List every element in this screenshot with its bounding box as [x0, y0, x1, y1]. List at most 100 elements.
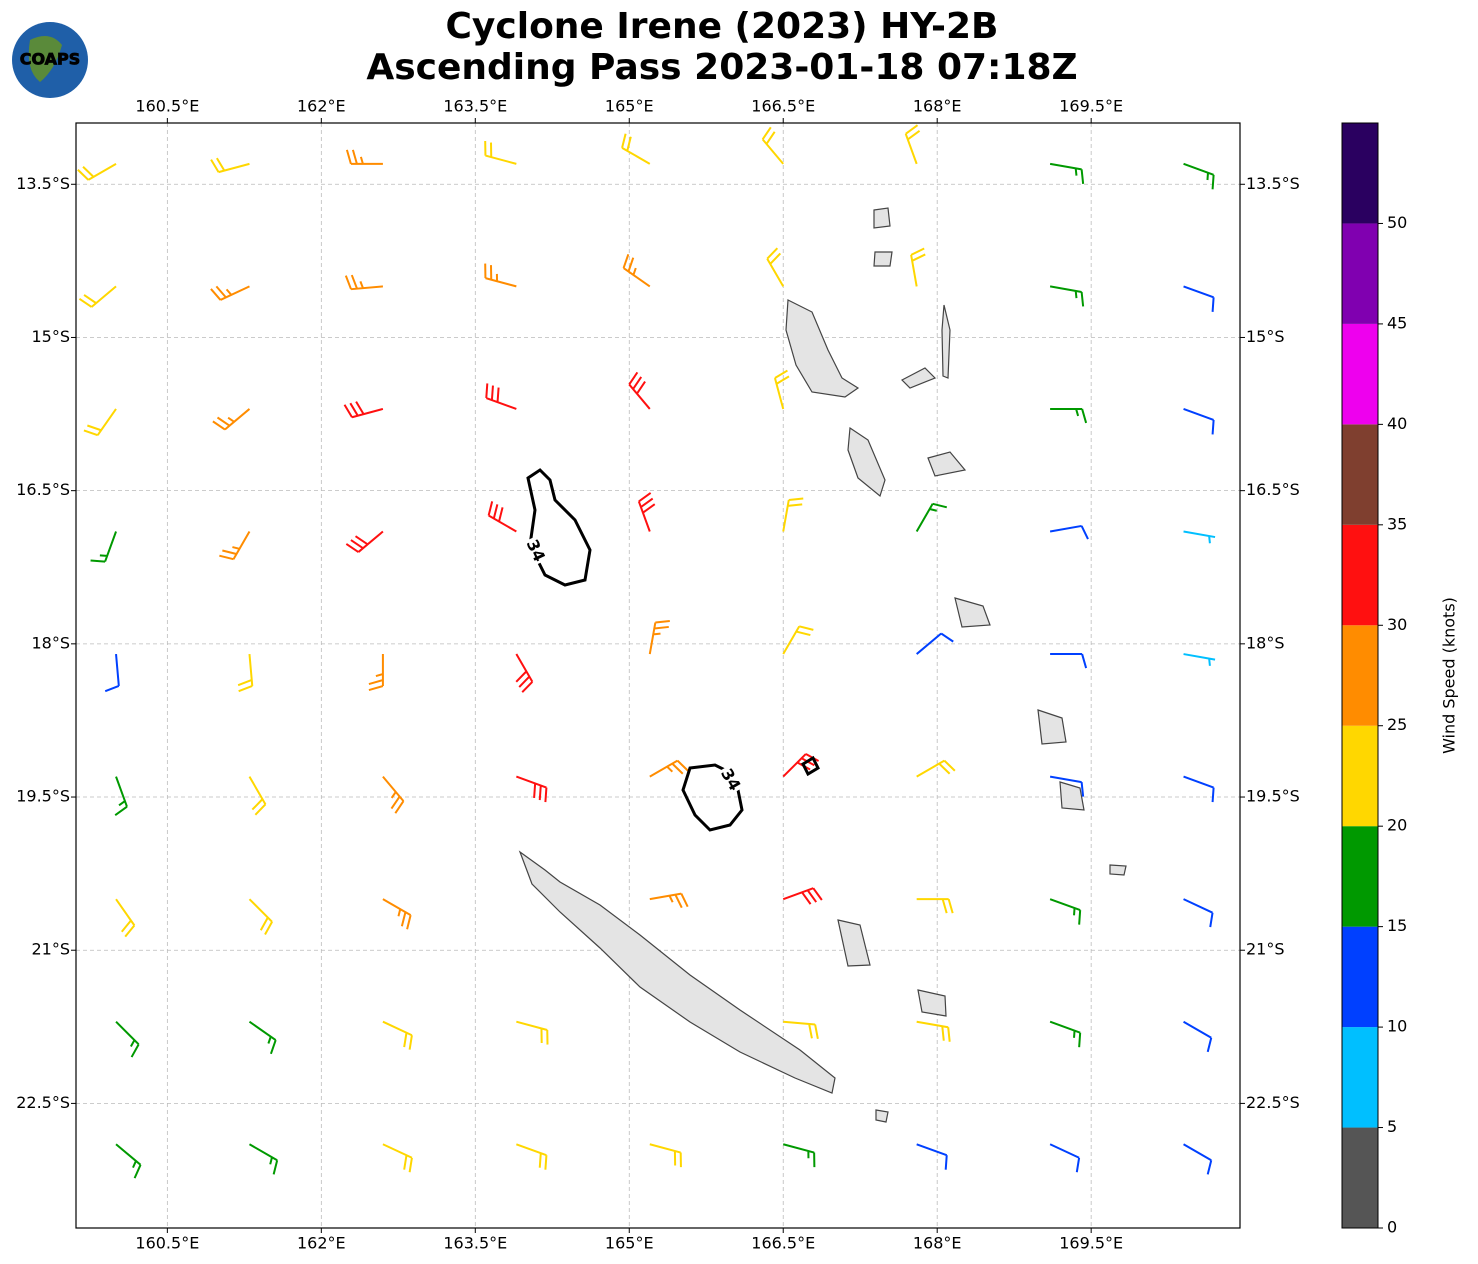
barb-glyph: [916, 898, 954, 914]
barb-glyph: [77, 162, 117, 181]
wind-barb: [628, 371, 651, 410]
x-tick-label: 162°E: [297, 1234, 346, 1253]
barb-glyph: [783, 1020, 819, 1039]
contour-label-box: [517, 533, 553, 569]
wind-barb: [104, 653, 120, 693]
barb-glyph: [916, 1143, 948, 1170]
barb-glyph: [248, 898, 273, 935]
wind-barb: [1183, 775, 1215, 803]
wind-barb: [368, 654, 384, 692]
wind-barb: [916, 759, 956, 778]
wind-barb: [516, 775, 548, 803]
barb-glyph: [628, 371, 651, 410]
wind-barb: [1049, 775, 1085, 797]
wind-barb: [343, 401, 384, 419]
wind-barb: [916, 1020, 951, 1042]
colorbar: 0 5 10 15 20 25 30 35 40 45 50 Wind Speed (knots): [1341, 122, 1459, 1237]
y-tick-label: 19.5°S: [16, 787, 70, 806]
wind-barb: [761, 126, 784, 165]
wind-barb: [1050, 407, 1088, 424]
barb-glyph: [487, 501, 517, 533]
y-tick-label: 15°S: [1246, 327, 1285, 346]
wind-barb: [916, 1143, 948, 1170]
barb-glyph: [1049, 775, 1085, 797]
contour-34kt: [526, 468, 592, 587]
contour-34kt: [681, 763, 744, 832]
wind-barb: [345, 530, 384, 553]
colorbar-swatch: [1342, 1027, 1378, 1128]
wind-barb: [621, 133, 651, 165]
x-tick-label: 160.5°E: [135, 97, 199, 116]
small-island: [873, 251, 893, 267]
barb-glyph: [516, 775, 548, 803]
barb-glyph: [1183, 530, 1216, 544]
barb-glyph: [1183, 408, 1215, 435]
ouvea: [837, 919, 871, 967]
barb-glyph: [345, 149, 383, 165]
barb-glyph: [114, 776, 128, 817]
barb-glyph: [83, 408, 117, 437]
wind-barb: [210, 285, 250, 301]
y-tick-label: 18°S: [1246, 633, 1285, 652]
colorbar-tick-label: 45: [1387, 313, 1407, 332]
wind-barb: [83, 408, 117, 437]
colorbar-swatch: [1342, 424, 1378, 525]
wind-barb: [1183, 1143, 1213, 1175]
barb-glyph: [649, 759, 689, 778]
wind-barb: [916, 632, 954, 655]
wind-barb: [916, 898, 954, 914]
wind-barb: [210, 157, 250, 174]
y-tick-label: 15°S: [31, 327, 70, 346]
wind-barb: [1049, 162, 1085, 184]
barb-glyph: [343, 401, 384, 419]
x-tick-label: 166.5°E: [751, 97, 815, 116]
map-frame: [75, 122, 1241, 1229]
wind-barb: [1183, 162, 1215, 190]
y-tick-label: 18°S: [31, 633, 70, 652]
barb-glyph: [344, 274, 383, 291]
wind-barb: [1183, 898, 1214, 928]
wind-barb: [915, 502, 948, 533]
barb-glyph: [782, 625, 814, 655]
colorbar-tick-label: 5: [1387, 1117, 1397, 1136]
ambae: [900, 367, 937, 389]
barb-glyph: [1183, 1143, 1213, 1175]
espiritu-santo: [785, 299, 860, 398]
barb-glyph: [1183, 162, 1215, 190]
x-tick-label: 169.5°E: [1059, 97, 1123, 116]
wind-barb: [237, 653, 254, 693]
x-tick-label: 169.5°E: [1059, 1234, 1123, 1253]
barb-glyph: [910, 247, 926, 287]
wind-barb: [1183, 408, 1215, 435]
colorbar-frame: [1341, 122, 1379, 1229]
wind-barb: [90, 531, 117, 563]
barb-glyph: [766, 247, 785, 287]
barb-glyph: [1183, 653, 1216, 666]
wind-barb: [648, 620, 670, 655]
wind-barb: [773, 369, 790, 410]
barb-glyph: [1183, 1020, 1213, 1053]
y-tick-label: 13.5°S: [1246, 174, 1300, 193]
x-tick-label: 163.5°E: [443, 1234, 507, 1253]
wind-barb: [649, 759, 689, 778]
logo-text: COAPS: [20, 50, 81, 69]
barb-glyph: [210, 157, 250, 174]
wind-barb: [382, 1020, 413, 1050]
wind-barb: [248, 898, 273, 935]
contour-label-box: [712, 762, 748, 798]
barb-glyph: [1050, 653, 1088, 669]
y-tick-label: 21°S: [31, 940, 70, 959]
barb-glyph: [382, 1020, 413, 1050]
barb-glyph: [382, 898, 412, 930]
wind-barb: [115, 1021, 140, 1058]
wind-barb: [622, 253, 651, 288]
barb-glyph: [1049, 1020, 1082, 1048]
colorbar-tick-label: 25: [1387, 715, 1407, 734]
colorbar-tick-label: 50: [1387, 213, 1407, 232]
wind-barb: [248, 1143, 279, 1175]
barb-glyph: [485, 383, 517, 410]
colorbar-tick-label: 40: [1387, 414, 1407, 433]
tiga: [875, 1109, 889, 1123]
colorbar-swatch: [1342, 524, 1378, 626]
